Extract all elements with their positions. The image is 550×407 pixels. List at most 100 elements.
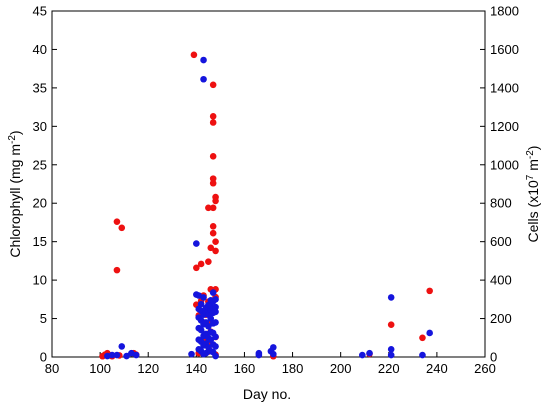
x-tick-label: 80 [45,361,59,376]
x-tick-label: 260 [474,361,496,376]
chlorophyll-point [209,119,217,126]
x-tick-label: 160 [234,361,256,376]
cells-point [123,352,130,360]
x-axis: 80 100 120 140 160 180 200 220 240 260 [45,352,496,376]
chlorophyll-point [113,266,121,274]
cells-point [270,344,277,351]
left-y-tick-label: 5 [40,311,47,326]
left-y-axis-title: Chlorophyll (mg m-2) [7,130,24,257]
x-tick-label: 220 [378,361,400,376]
left-y-tick-label: 10 [33,273,47,288]
chlorophyll-point [209,229,217,237]
right-y-axis-title-main: Cells (x10 [525,180,541,242]
plot-frame [51,10,486,358]
cells-point [118,343,126,350]
cells-point [419,351,426,359]
cells-point [426,329,433,337]
right-y-axis: 0 200 400 600 800 1000 1200 1400 1600 1800 [480,4,519,365]
cells-point [212,303,219,311]
x-tick-label: 180 [282,361,304,376]
left-y-tick-label: 40 [33,42,47,57]
cells-point [212,343,219,350]
chlorophyll-point [212,197,219,205]
cells-point [255,349,263,357]
chlorophyll-point [209,175,217,182]
left-y-tick-label: 30 [33,119,47,134]
right-y-tick-label: 200 [490,311,512,326]
cells-point [132,351,140,359]
x-tick-label: 140 [185,361,207,376]
left-y-tick-label: 45 [33,4,47,19]
chlorophyll-point [419,334,426,342]
cells-point [270,350,277,358]
left-y-axis-title-sup: -2 [7,135,18,144]
cells-point [200,56,207,64]
chlorophyll-point [193,264,200,272]
right-y-tick-label: 600 [490,234,512,249]
chlorophyll-point [197,260,205,268]
left-y-axis: 0 5 10 15 20 25 30 35 40 45 [33,4,57,365]
right-y-axis-title-end: ) [525,146,541,151]
left-y-axis-title-main: Chlorophyll (mg m [7,144,23,258]
x-tick-label: 200 [330,361,352,376]
right-y-axis-title-mid: m [525,159,541,175]
cells-point [212,352,219,360]
cells-point [212,333,219,341]
chlorophyll-point [209,81,217,89]
x-tick-label: 240 [426,361,448,376]
cells-point [387,351,395,359]
right-y-axis-title-sup1: 7 [525,174,536,180]
cells-point [113,351,121,359]
left-y-axis-title-end: ) [7,130,23,135]
cells-point [205,322,212,330]
right-y-tick-label: 1600 [490,42,519,57]
chlorophyll-point [387,321,395,329]
cells-point [387,294,395,301]
cells-point [387,346,395,353]
right-y-axis-title: Cells (x107 m-2) [525,146,542,243]
right-y-tick-label: 1400 [490,80,519,95]
right-y-tick-label: 0 [490,350,497,365]
cells-point [209,289,217,296]
chlorophyll-point [209,179,217,187]
chlorophyll-point [209,153,217,160]
right-y-tick-label: 1200 [490,119,519,134]
x-axis-title: Day no. [243,386,291,402]
chlorophyll-point [209,204,217,212]
left-y-tick-label: 35 [33,80,47,95]
chlorophyll-point [207,244,215,252]
cells-point [212,308,219,316]
chlorophyll-point [113,218,121,225]
left-y-tick-label: 0 [40,350,47,365]
right-y-tick-label: 400 [490,273,512,288]
cells-point [212,296,219,303]
x-tick-label: 100 [89,361,111,376]
right-y-axis-title-sup2: -2 [525,150,536,159]
left-y-tick-label: 25 [33,157,47,172]
cells-point [197,326,205,334]
cells-point [197,300,205,308]
chlorophyll-point [205,204,212,212]
right-y-tick-label: 1000 [490,157,519,172]
chlorophyll-point [209,113,217,120]
right-y-tick-label: 1800 [490,4,519,19]
data-points [99,51,433,360]
cells-point [212,319,219,326]
chlorophyll-point [212,238,219,245]
plot-frame-group [51,10,486,358]
left-y-tick-label: 20 [33,196,47,211]
cells-point [200,294,207,301]
chlorophyll-point [205,258,212,265]
cells-point [359,351,366,359]
right-y-tick-label: 800 [490,196,512,211]
chlorophyll-point [209,222,217,230]
chlorophyll-point [118,224,126,232]
cells-point [366,349,373,357]
cells-point [108,351,116,359]
x-tick-label: 120 [137,361,159,376]
cells-point [200,75,207,83]
cells-point [193,240,200,247]
chlorophyll-point [212,247,219,255]
left-y-tick-label: 15 [33,234,47,249]
